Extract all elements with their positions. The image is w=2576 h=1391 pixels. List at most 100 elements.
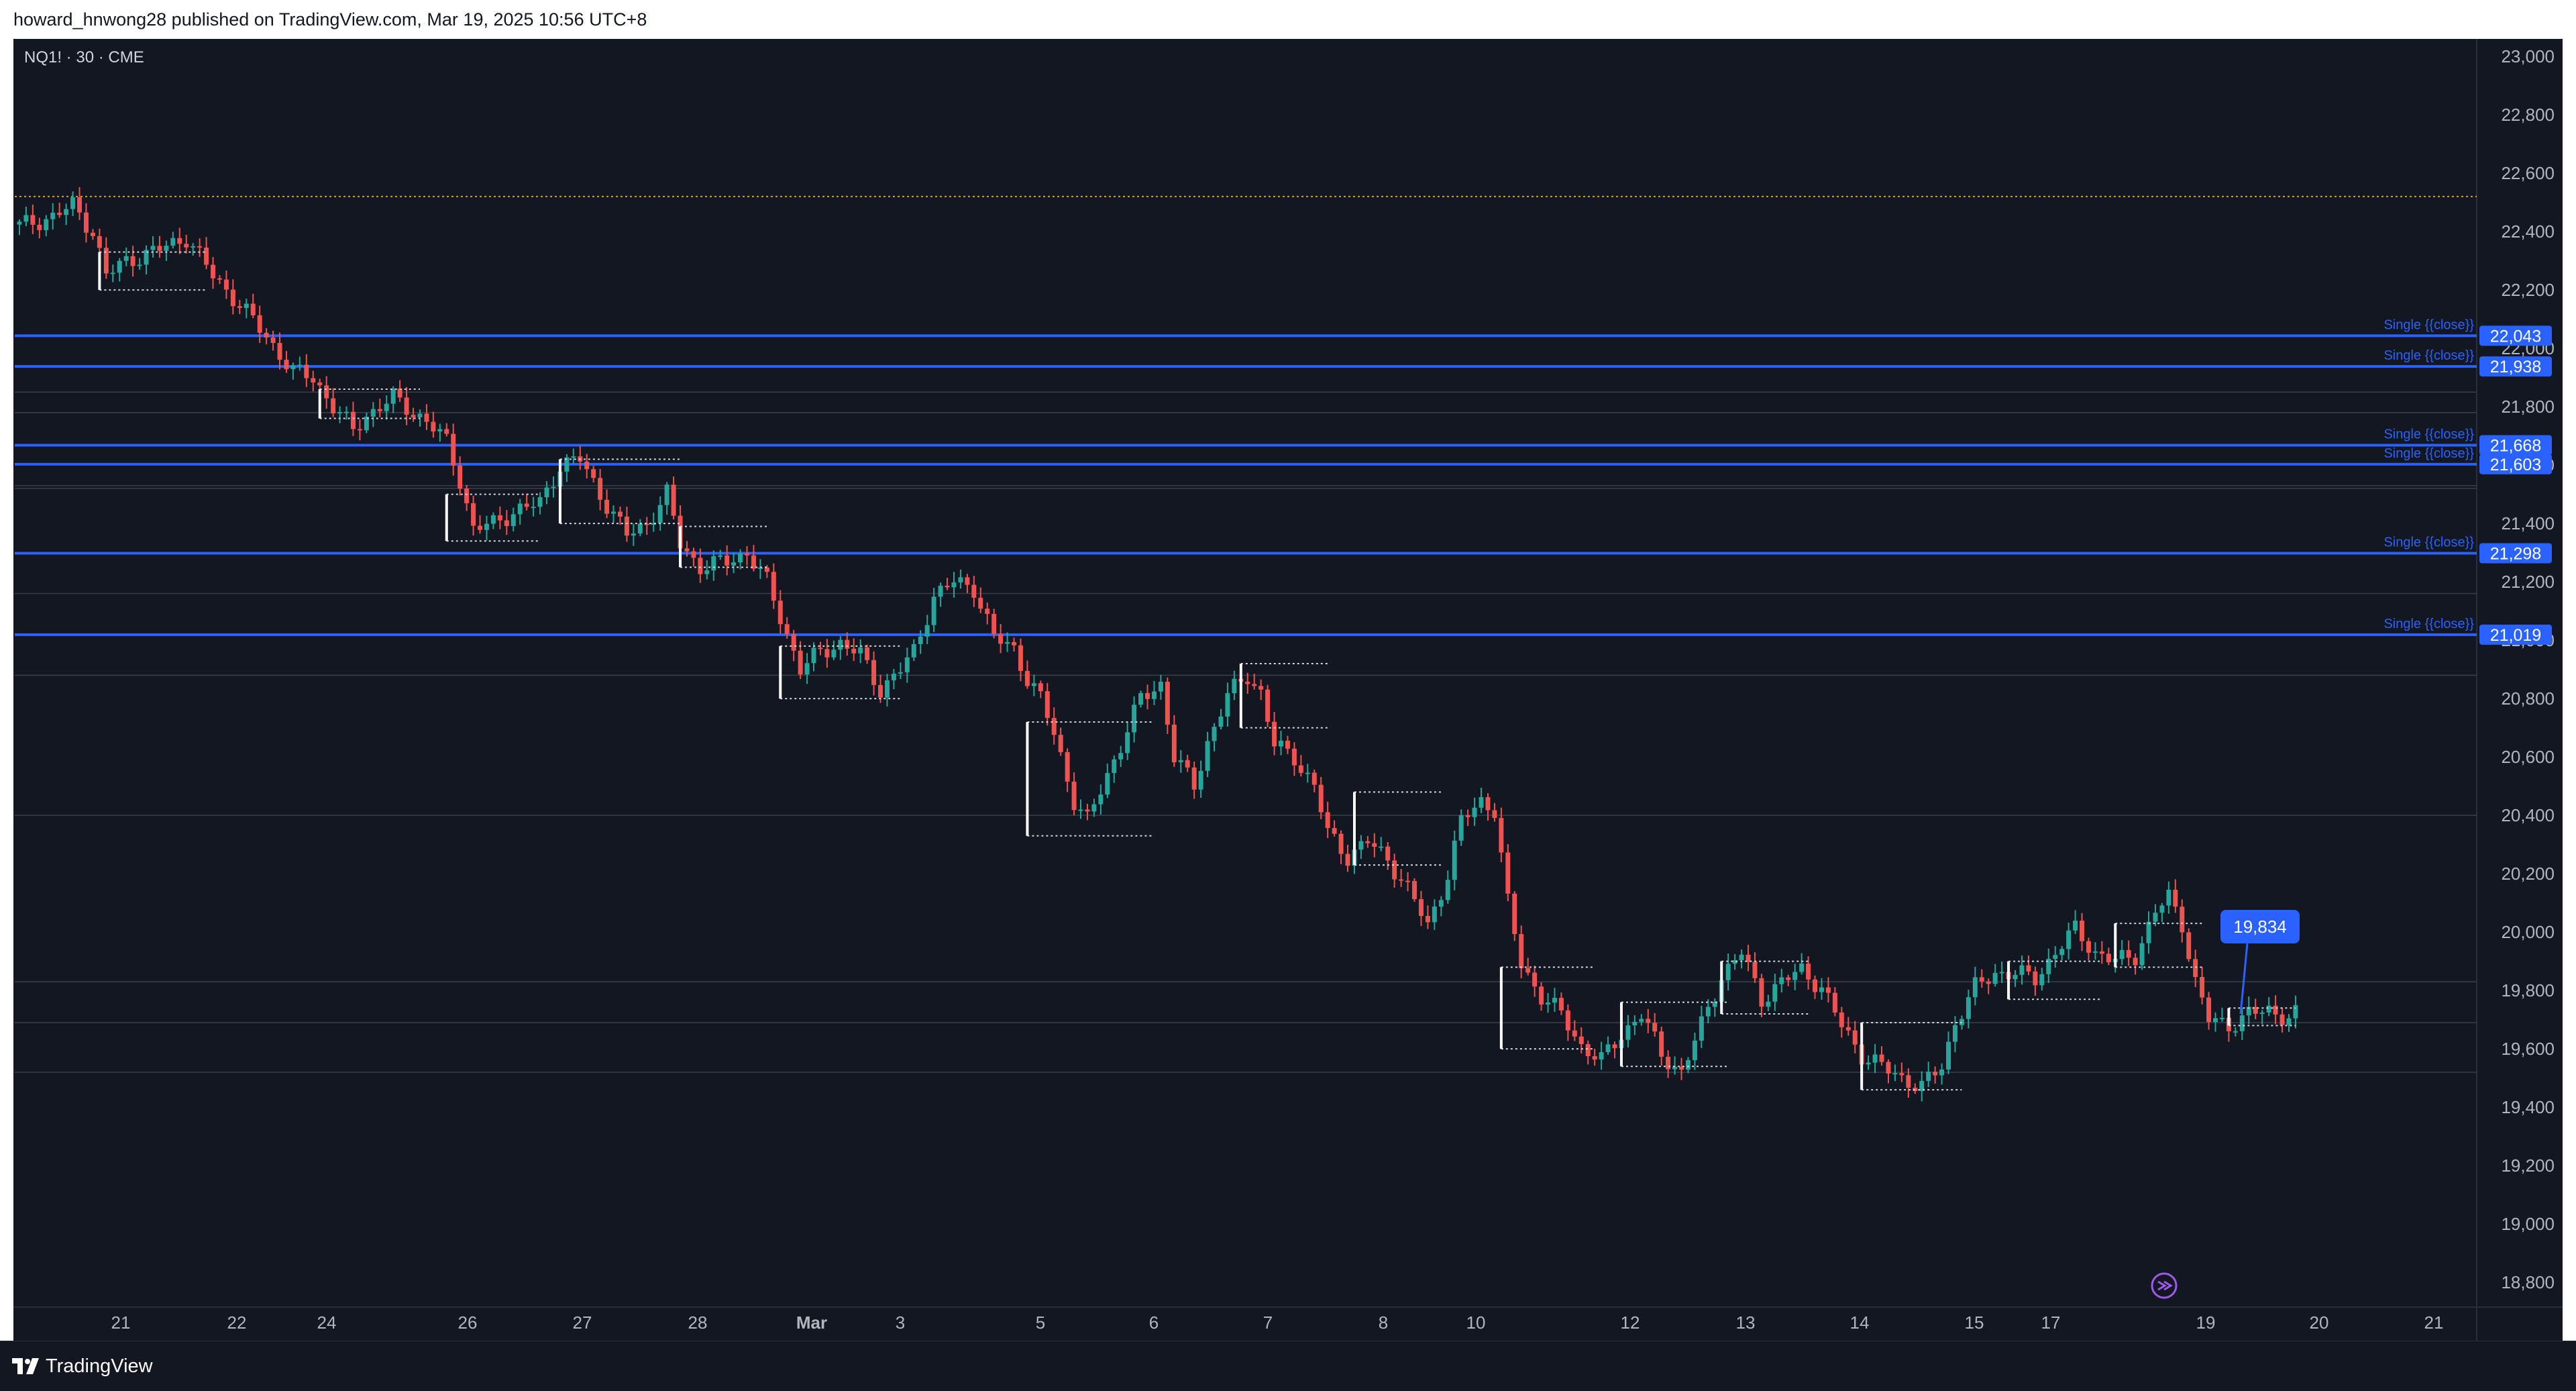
candle-body <box>2233 1031 2238 1033</box>
candle-body <box>364 416 369 431</box>
candle-body <box>44 219 49 230</box>
candle-body <box>2166 889 2171 906</box>
candle-body <box>2266 1005 2271 1013</box>
candle-body <box>865 647 870 660</box>
candle-body <box>1539 986 1544 1005</box>
candle-body <box>1112 759 1117 774</box>
candle-body <box>2146 921 2151 943</box>
candle-body <box>377 409 382 411</box>
candle-body <box>1332 828 1337 834</box>
candle-body <box>1565 1010 1570 1031</box>
candle-body <box>97 236 102 248</box>
candle-body <box>991 613 997 634</box>
candle-body <box>90 232 95 236</box>
price-chart[interactable]: 18,800 19,000 19,200 19,400 19,600 19,800 20,0… <box>13 39 2563 1341</box>
x-tick-label: 7 <box>1263 1312 1273 1333</box>
candle-body <box>1952 1025 1957 1042</box>
candle-body <box>1058 735 1063 752</box>
candle-body <box>370 409 376 417</box>
candle-body <box>731 562 737 566</box>
candle-body <box>1185 760 1190 768</box>
candle-body <box>2186 932 2192 960</box>
chart-area[interactable]: 18,800 19,000 19,200 19,400 19,600 19,800 20,0… <box>13 39 2563 1341</box>
x-tick-label: 10 <box>1466 1312 1486 1333</box>
candle-body <box>651 523 656 525</box>
candle-body <box>1091 804 1097 812</box>
candle-body <box>170 238 176 246</box>
candle-body <box>384 403 389 411</box>
candle-body <box>1999 972 2004 974</box>
candle-body <box>2012 974 2018 980</box>
candle-body <box>1452 840 1457 880</box>
candle-body <box>257 315 262 333</box>
candle-body <box>971 584 977 598</box>
candle-body <box>657 505 663 523</box>
candle-body <box>1432 907 1437 923</box>
candle-body <box>918 636 923 644</box>
x-tick-label: 27 <box>573 1312 592 1333</box>
candle-body <box>230 289 235 307</box>
candle-body <box>1992 973 1998 984</box>
candle-body <box>611 511 616 514</box>
x-tick-label: 3 <box>896 1312 905 1333</box>
tradingview-logo[interactable]: TradingView <box>12 1353 153 1379</box>
candle-body <box>297 364 303 366</box>
candle-body <box>1986 981 1991 984</box>
candle-body <box>1852 1030 1858 1045</box>
candle-body <box>1472 807 1477 817</box>
candle-body <box>637 523 643 534</box>
candle-body <box>931 597 936 625</box>
candle-body <box>2059 949 2065 956</box>
level-price-label: 21,019 <box>2490 626 2541 645</box>
y-tick-label: 22,400 <box>2501 221 2555 242</box>
candle-body <box>671 484 676 516</box>
candle-body <box>2039 974 2045 986</box>
candle-body <box>1666 1056 1671 1070</box>
candle-body <box>1712 1002 1717 1007</box>
candle-body <box>804 663 810 675</box>
candle-body <box>1492 810 1497 819</box>
candle-body <box>1458 815 1464 841</box>
candle-body <box>1044 691 1050 718</box>
candle-body <box>217 278 222 280</box>
candle-body <box>1465 815 1470 817</box>
candle-body <box>1358 841 1364 850</box>
candle-body <box>1972 977 1978 998</box>
candle-body <box>878 684 883 698</box>
candle-body <box>1265 689 1271 722</box>
candle-body <box>23 215 29 222</box>
candle-body <box>2173 889 2178 907</box>
candle-body <box>1385 846 1391 861</box>
candle-body <box>57 213 62 215</box>
candle-body <box>110 272 115 274</box>
candle-body <box>1138 692 1144 705</box>
candle-body <box>1872 1054 1878 1063</box>
candle-body <box>1679 1066 1684 1070</box>
x-tick-label: 17 <box>2041 1312 2061 1333</box>
x-tick-label: 24 <box>317 1312 337 1333</box>
candle-body <box>1979 977 1984 982</box>
candle-body <box>144 250 149 265</box>
candle-body <box>1832 992 1837 1013</box>
candle-body <box>1445 880 1450 900</box>
candle-body <box>1085 809 1090 812</box>
candle-body <box>1379 846 1384 848</box>
candle-body <box>1279 740 1284 747</box>
candle-body <box>1438 900 1444 907</box>
candle-body <box>938 585 943 597</box>
tradingview-logo-icon <box>12 1358 39 1374</box>
candle-body <box>1405 880 1411 882</box>
candle-body <box>103 248 109 274</box>
candle-body <box>724 555 730 566</box>
candle-body <box>290 365 296 370</box>
level-annotation: Single {{close}} <box>2383 617 2474 631</box>
candle-body <box>1399 879 1404 881</box>
candle-body <box>617 511 623 517</box>
candle-body <box>2293 1005 2298 1019</box>
candle-body <box>1739 954 1744 960</box>
candle-body <box>1365 841 1371 843</box>
candle-body <box>1532 972 1538 987</box>
y-tick-label: 21,400 <box>2501 513 2555 533</box>
candle-body <box>1512 893 1517 935</box>
candle-body <box>2219 1017 2224 1019</box>
